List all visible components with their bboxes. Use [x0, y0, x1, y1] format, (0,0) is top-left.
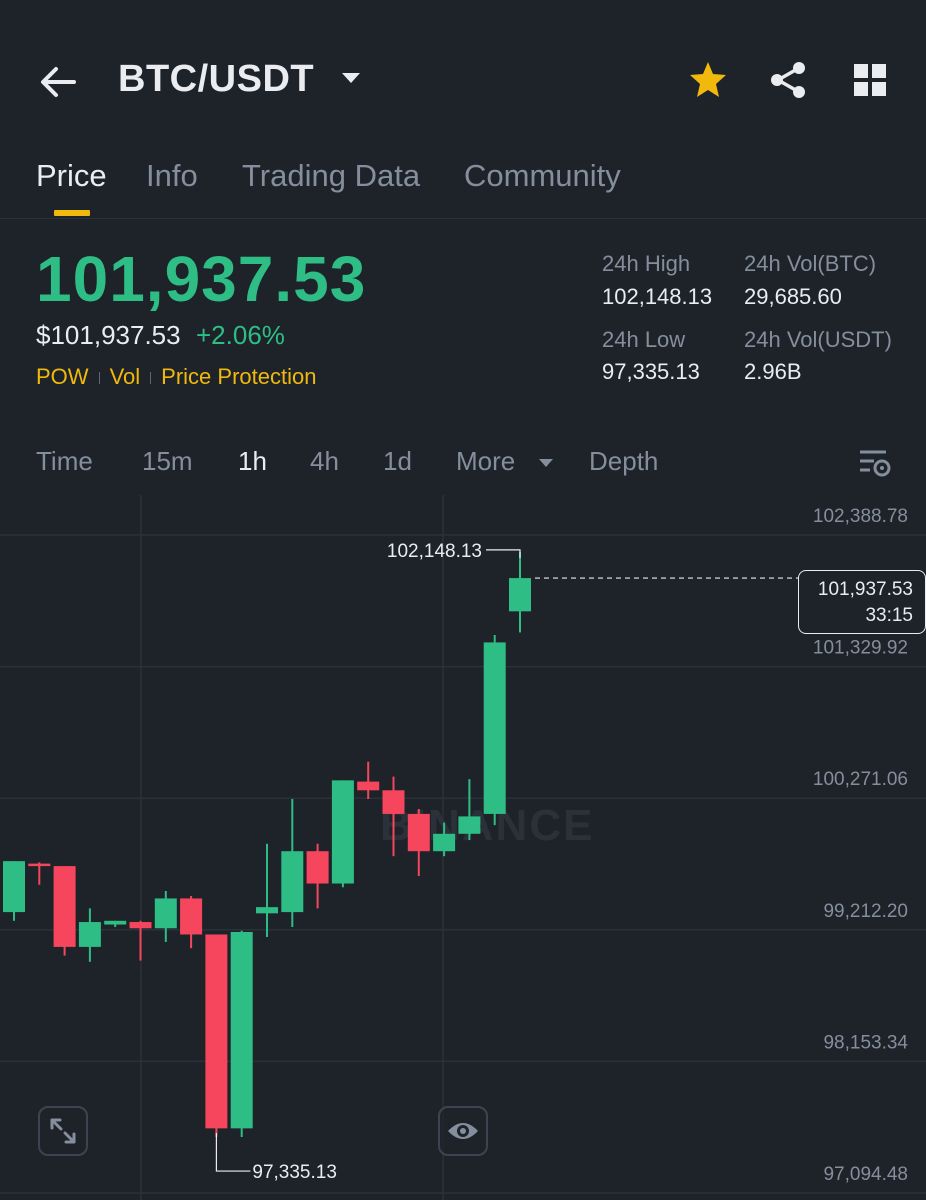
candle-body [78, 922, 101, 947]
candle [154, 890, 177, 942]
star-icon[interactable] [686, 58, 730, 102]
stat-high-value: 102,148.13 [602, 284, 713, 309]
candle-countdown: 33:15 [865, 605, 913, 626]
tag-vol[interactable]: Vol [109, 364, 141, 389]
stat-vol-usdt-label: 24h Vol(USDT) [744, 327, 892, 352]
candle-body [28, 863, 51, 867]
timeframe-15m[interactable]: 15m [142, 446, 193, 476]
tab-trading-data[interactable]: Trading Data [242, 158, 421, 193]
candle-body [509, 578, 531, 612]
low-marker-label: 97,335.13 [252, 1162, 337, 1183]
candle [509, 551, 531, 633]
timeframe-time[interactable]: Time [36, 446, 93, 476]
high-marker-line [486, 549, 521, 558]
active-tab-indicator [54, 210, 90, 216]
candle [382, 776, 405, 857]
candle-body [433, 833, 456, 852]
timeframe-4h[interactable]: 4h [310, 446, 339, 476]
current-price-box: 101,937.53 33:15 [798, 570, 926, 634]
candlestick-chart[interactable]: 102,388.78 101,329.92 100,271.06 99,212.20 9… [0, 495, 926, 1200]
candle [357, 761, 380, 800]
timeframe-1h[interactable]: 1h [238, 446, 267, 476]
chart-canvas: 102,388.78 101,329.92 100,271.06 99,212.20 9… [0, 495, 926, 1200]
candle [306, 843, 329, 909]
candle [129, 920, 152, 961]
chart-settings-icon[interactable] [856, 446, 892, 480]
tab-bar: Price Info Trading Data Community [0, 150, 926, 219]
candle [433, 822, 456, 857]
tag-pow[interactable]: POW [36, 364, 89, 389]
candle-body [382, 790, 405, 814]
candle-body [306, 851, 329, 884]
share-icon[interactable] [766, 58, 810, 102]
low-marker-line [215, 1133, 251, 1172]
candle [483, 634, 506, 826]
candle-body [331, 780, 354, 884]
candle [256, 843, 278, 937]
y-axis-label: 97,094.48 [823, 1164, 908, 1185]
expand-icon[interactable] [38, 1106, 88, 1156]
tag-divider [150, 372, 152, 385]
chevron-down-icon[interactable] [340, 70, 362, 86]
candle-body [483, 642, 506, 814]
candle-body [53, 866, 76, 947]
candle-body [407, 813, 430, 852]
candle [281, 799, 304, 928]
eye-icon[interactable] [438, 1106, 488, 1156]
usd-price: $101,937.53 [36, 320, 181, 350]
tab-community[interactable]: Community [464, 158, 621, 193]
candle-body [458, 816, 481, 834]
stat-vol-usdt-value: 2.96B [744, 359, 802, 384]
candle-body [3, 861, 25, 913]
candle-body [129, 922, 152, 929]
stat-low-label: 24h Low [602, 327, 686, 352]
tab-info[interactable]: Info [146, 158, 198, 193]
tab-price[interactable]: Price [36, 158, 107, 193]
candle [104, 920, 127, 928]
last-price: 101,937.53 [36, 243, 367, 315]
candle [230, 930, 253, 1138]
tag-price-protection[interactable]: Price Protection [161, 364, 317, 389]
chevron-down-icon[interactable] [538, 456, 554, 468]
pair-title[interactable]: BTC/USDT [118, 58, 315, 100]
candle [407, 808, 430, 877]
stat-vol-btc-label: 24h Vol(BTC) [744, 251, 877, 276]
candle [458, 779, 481, 841]
candle-body [205, 934, 228, 1129]
stat-high-label: 24h High [602, 251, 691, 276]
tag-divider [98, 372, 100, 385]
y-axis-label: 100,271.06 [813, 769, 908, 790]
stat-low-value: 97,335.13 [602, 359, 700, 384]
candle-body [256, 907, 278, 914]
grid-icon[interactable] [848, 58, 892, 102]
candle [331, 780, 354, 888]
candle [78, 908, 101, 962]
candle-body [281, 851, 304, 913]
timeframe-depth[interactable]: Depth [589, 446, 659, 476]
candle-body [180, 898, 203, 935]
back-arrow-icon[interactable] [36, 60, 80, 104]
header: BTC/USDT [0, 0, 926, 160]
tag-list: POW Vol Price Protection [36, 364, 316, 390]
candle-body [104, 920, 127, 925]
current-price-label: 101,937.53 [817, 579, 913, 600]
high-marker-label: 102,148.13 [387, 541, 482, 562]
candle-body [154, 898, 177, 929]
candle [28, 862, 51, 885]
timeframe-1d[interactable]: 1d [383, 446, 412, 476]
y-axis-label: 98,153.34 [823, 1032, 908, 1053]
candle [205, 934, 228, 1138]
candle [3, 861, 25, 921]
y-axis-label: 102,388.78 [813, 506, 908, 527]
y-axis-label: 101,329.92 [813, 638, 908, 659]
timeframe-more[interactable]: More [456, 446, 516, 476]
candle-body [230, 931, 253, 1129]
percent-change: +2.06% [196, 320, 285, 350]
candle-body [357, 781, 380, 791]
y-axis-label: 99,212.20 [823, 901, 908, 922]
stat-vol-btc-value: 29,685.60 [744, 284, 842, 309]
candle [180, 895, 203, 949]
candle [53, 866, 76, 956]
